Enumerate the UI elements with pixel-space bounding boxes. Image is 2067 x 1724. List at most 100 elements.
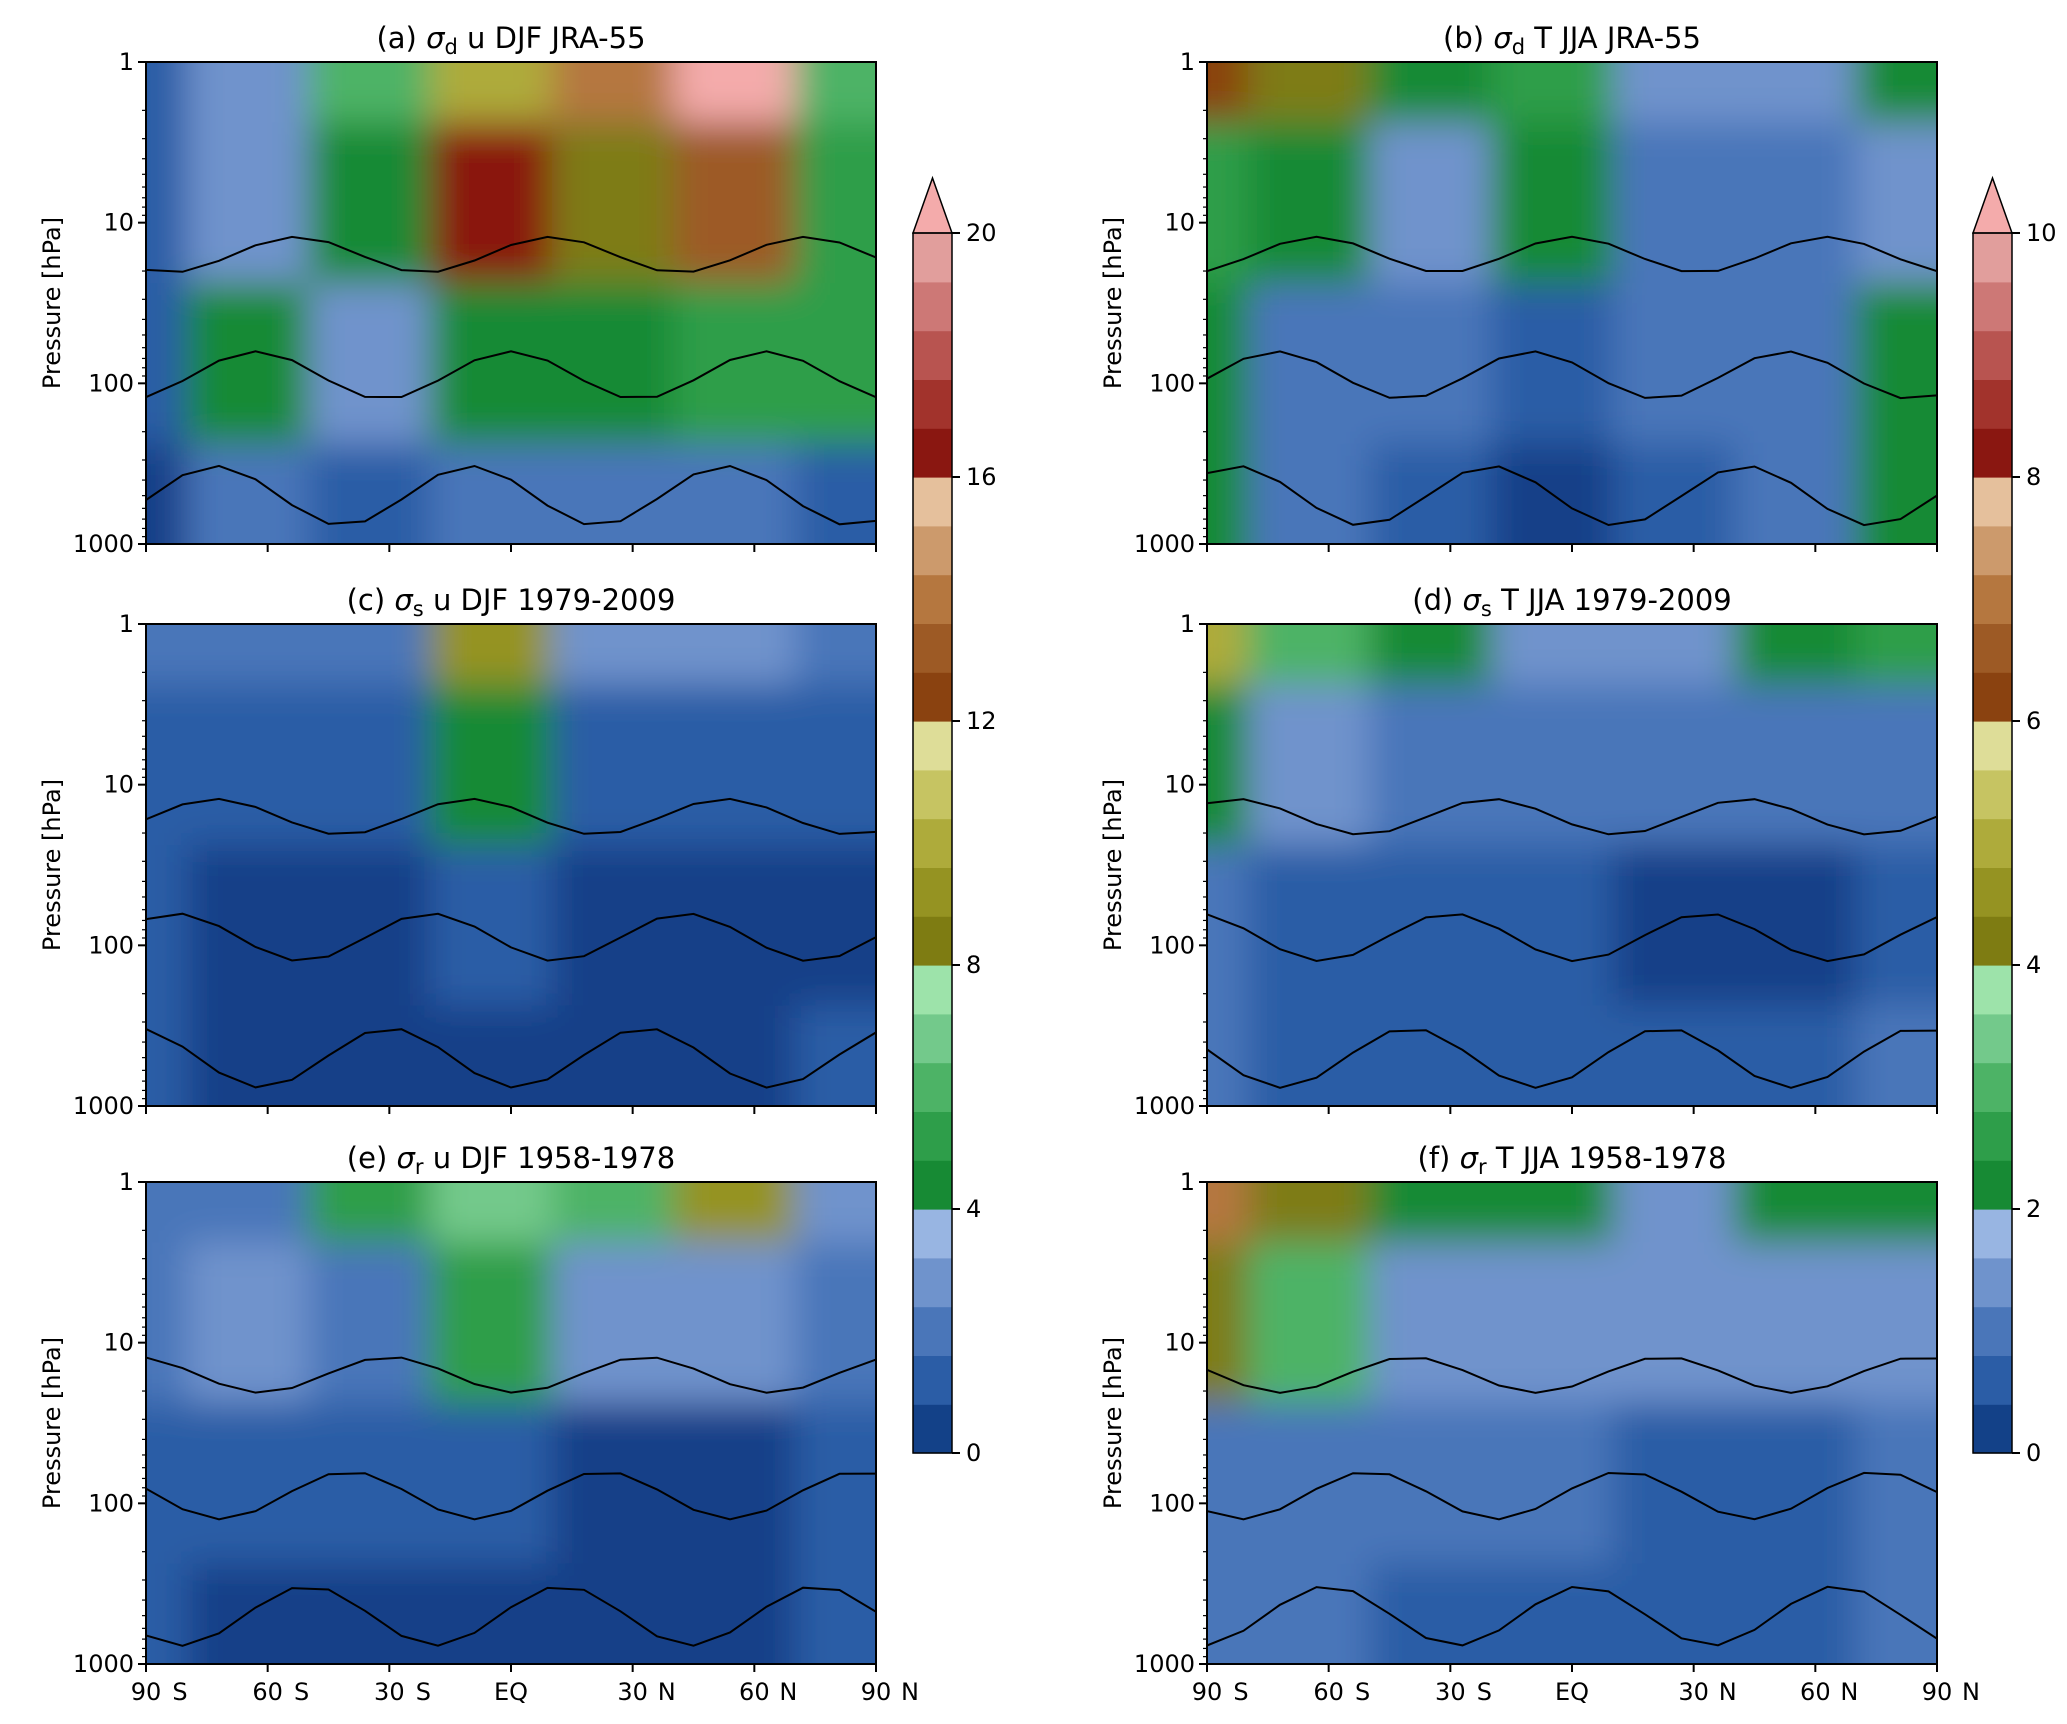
xtick-hemisphere-label: N [1840, 1678, 1858, 1706]
ytick-label: 1000 [73, 1092, 134, 1120]
colorbar-segment [1973, 721, 2012, 771]
ytick-label: 100 [88, 369, 134, 397]
panel-b: (b) σd T JJA JRA-55 1 10 100 1000 Pressure [h… [1099, 21, 1938, 558]
colorbar-segment [1973, 1355, 2012, 1405]
colorbar-T: 0 2 4 6 8 10 [1971, 175, 2057, 1467]
panel-f: (f) σr T JJA 1958-1978 1 10 100 1000 Pressure… [1099, 1141, 1980, 1706]
ytick-label: 10 [1164, 771, 1195, 799]
contour-line [146, 350, 876, 399]
ytick-label: 100 [1149, 1489, 1195, 1517]
colorbar-tick-label: 0 [2026, 1439, 2041, 1467]
ytick-label: 100 [1149, 369, 1195, 397]
colorbar-segment [1973, 672, 2012, 722]
y-axis-label: Pressure [hPa] [1099, 217, 1127, 389]
colorbar-extend-max [1971, 175, 2014, 234]
contour-field [1207, 624, 1937, 1106]
colorbar-segment [913, 1355, 952, 1405]
contour-line [1207, 465, 1937, 527]
colorbar-frame [1972, 232, 2013, 1454]
panel-a: (a) σd u DJF JRA-55 1 10 100 1000 Pressure [h… [38, 21, 877, 558]
colorbar-tick-label: 2 [2026, 1195, 2041, 1223]
ytick-label: 1 [119, 610, 134, 638]
field-cell [795, 1563, 876, 1664]
contour-line [146, 1586, 876, 1647]
xtick-hemisphere-label: S [294, 1678, 309, 1706]
contour-line [1207, 1471, 1937, 1521]
xtick-label: 60 [1313, 1678, 1344, 1706]
ytick-label: 100 [88, 1489, 134, 1517]
contour-field [1207, 1182, 1937, 1664]
colorbar-segment [913, 1306, 952, 1356]
y-axis-label: Pressure [hPa] [38, 217, 66, 389]
field-cell [1856, 443, 1937, 544]
colorbar-segment [913, 1062, 952, 1112]
contour-line [1207, 235, 1937, 273]
panel-e: (e) σr u DJF 1958-1978 1 10 100 1000 Pressure… [38, 1141, 919, 1706]
colorbar-segment [913, 574, 952, 624]
contour-line [146, 235, 876, 273]
colorbar-segment [1973, 281, 2012, 332]
xtick-hemisphere-label: N [779, 1678, 797, 1706]
contour-line [1207, 798, 1937, 836]
panel-title: (a) σd u DJF JRA-55 [376, 21, 645, 59]
xtick-label: 90 [1922, 1678, 1953, 1706]
panel-title: (e) σr u DJF 1958-1978 [347, 1141, 675, 1179]
xtick-label: 60 [1800, 1678, 1831, 1706]
colorbar-segment [913, 1209, 952, 1259]
colorbar-tick-label: 20 [966, 219, 997, 247]
colorbar-u: 0 4 8 12 16 20 [911, 175, 997, 1467]
contour-field [146, 62, 876, 544]
colorbar-segment [1973, 1062, 2012, 1112]
contour-line [1207, 913, 1937, 963]
xtick-hemisphere-label: N [658, 1678, 676, 1706]
colorbar-segment [913, 867, 952, 917]
colorbar-tick-label: 6 [2026, 707, 2041, 735]
colorbar-segment [913, 1257, 952, 1308]
colorbar-segment [913, 721, 952, 771]
contour-line [1207, 1357, 1937, 1394]
xtick-hemisphere-label: N [901, 1678, 919, 1706]
colorbar-segment [913, 428, 952, 478]
field-cell [795, 443, 876, 544]
contour-field [146, 1182, 876, 1664]
colorbar-segment [913, 379, 952, 429]
xtick-label: EQ [494, 1678, 528, 1706]
colorbar-frame [912, 232, 953, 1454]
colorbar-segment [1973, 818, 2012, 868]
field-cell [795, 1005, 876, 1106]
colorbar-segment [913, 672, 952, 722]
colorbar-extend-max [911, 175, 954, 234]
colorbar-segment [1973, 379, 2012, 429]
colorbar-segment [913, 281, 952, 332]
y-axis-label: Pressure [hPa] [1099, 779, 1127, 951]
panel-title: (c) σs u DJF 1979-2009 [347, 583, 676, 621]
field-cell [1856, 1563, 1937, 1664]
colorbar-tick-label: 0 [966, 1439, 981, 1467]
colorbar-tick-label: 12 [966, 707, 997, 735]
contour-line [146, 1472, 876, 1521]
colorbar-segment [1973, 867, 2012, 917]
colorbar-tick-label: 8 [966, 951, 981, 979]
field-cell [1856, 1005, 1937, 1106]
contour-field [146, 624, 876, 1106]
colorbar-segment [1973, 1306, 2012, 1356]
contour-line [146, 912, 876, 962]
colorbar-tick-label: 4 [2026, 951, 2041, 979]
colorbar-tick-label: 4 [966, 1195, 981, 1223]
xtick-hemisphere-label: S [416, 1678, 431, 1706]
colorbar-segment [1973, 769, 2012, 820]
xtick-label: 90 [131, 1678, 162, 1706]
xtick-label: 60 [252, 1678, 283, 1706]
xtick-label: 30 [374, 1678, 405, 1706]
colorbar-segment [913, 477, 952, 527]
xtick-label: 30 [617, 1678, 648, 1706]
colorbar-segment [913, 965, 952, 1015]
colorbar-segment [1973, 623, 2012, 673]
panel-d: (d) σs T JJA 1979-2009 1 10 100 1000 Pressure… [1099, 583, 1938, 1120]
colorbar-segment [913, 525, 952, 576]
colorbar-segment [913, 233, 952, 283]
ytick-label: 1 [119, 1168, 134, 1196]
colorbar-segment [1973, 525, 2012, 576]
xtick-hemisphere-label: S [1477, 1678, 1492, 1706]
colorbar-segment [913, 1013, 952, 1064]
